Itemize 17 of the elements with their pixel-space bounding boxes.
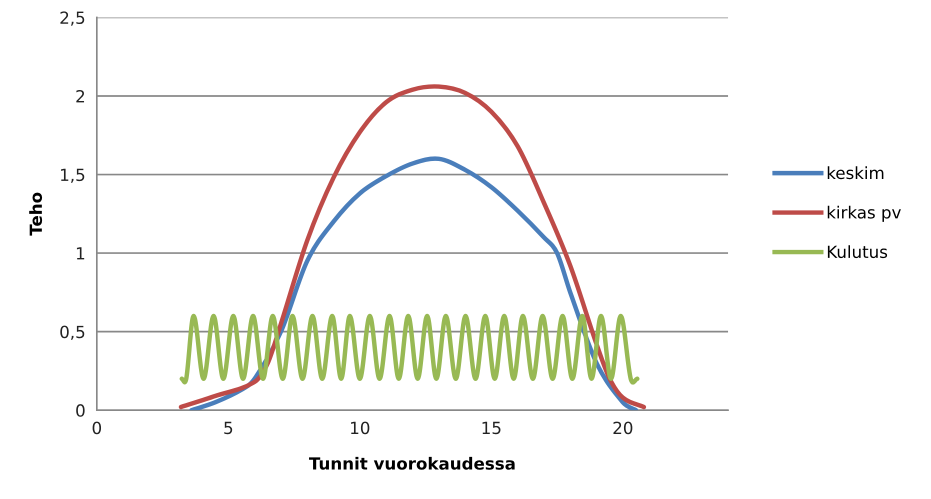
y-tick-label: 1 — [76, 247, 84, 260]
y-tick-label: 2,5 — [60, 11, 84, 26]
y-tick-label: 0 — [76, 404, 85, 417]
y-tick-label: 2 — [76, 90, 84, 102]
legend-label: keskim — [828, 166, 884, 180]
legend-label: kirkas pv — [828, 206, 901, 222]
x-tick-label: 10 — [351, 422, 370, 434]
y-axis-title: Teho — [29, 192, 42, 236]
x-tick-label: 15 — [482, 422, 500, 434]
x-tick-label: 20 — [613, 422, 632, 434]
x-tick-label: 0 — [92, 422, 102, 434]
legend-label: Kulutus — [828, 245, 888, 258]
x-tick-label: 5 — [224, 422, 232, 434]
y-tick-label: 1,5 — [61, 168, 84, 183]
y-tick-label: 0,5 — [60, 326, 84, 340]
line-series — [178, 84, 646, 410]
x-axis-title: Tunnit vuorokaudessa — [309, 456, 515, 470]
